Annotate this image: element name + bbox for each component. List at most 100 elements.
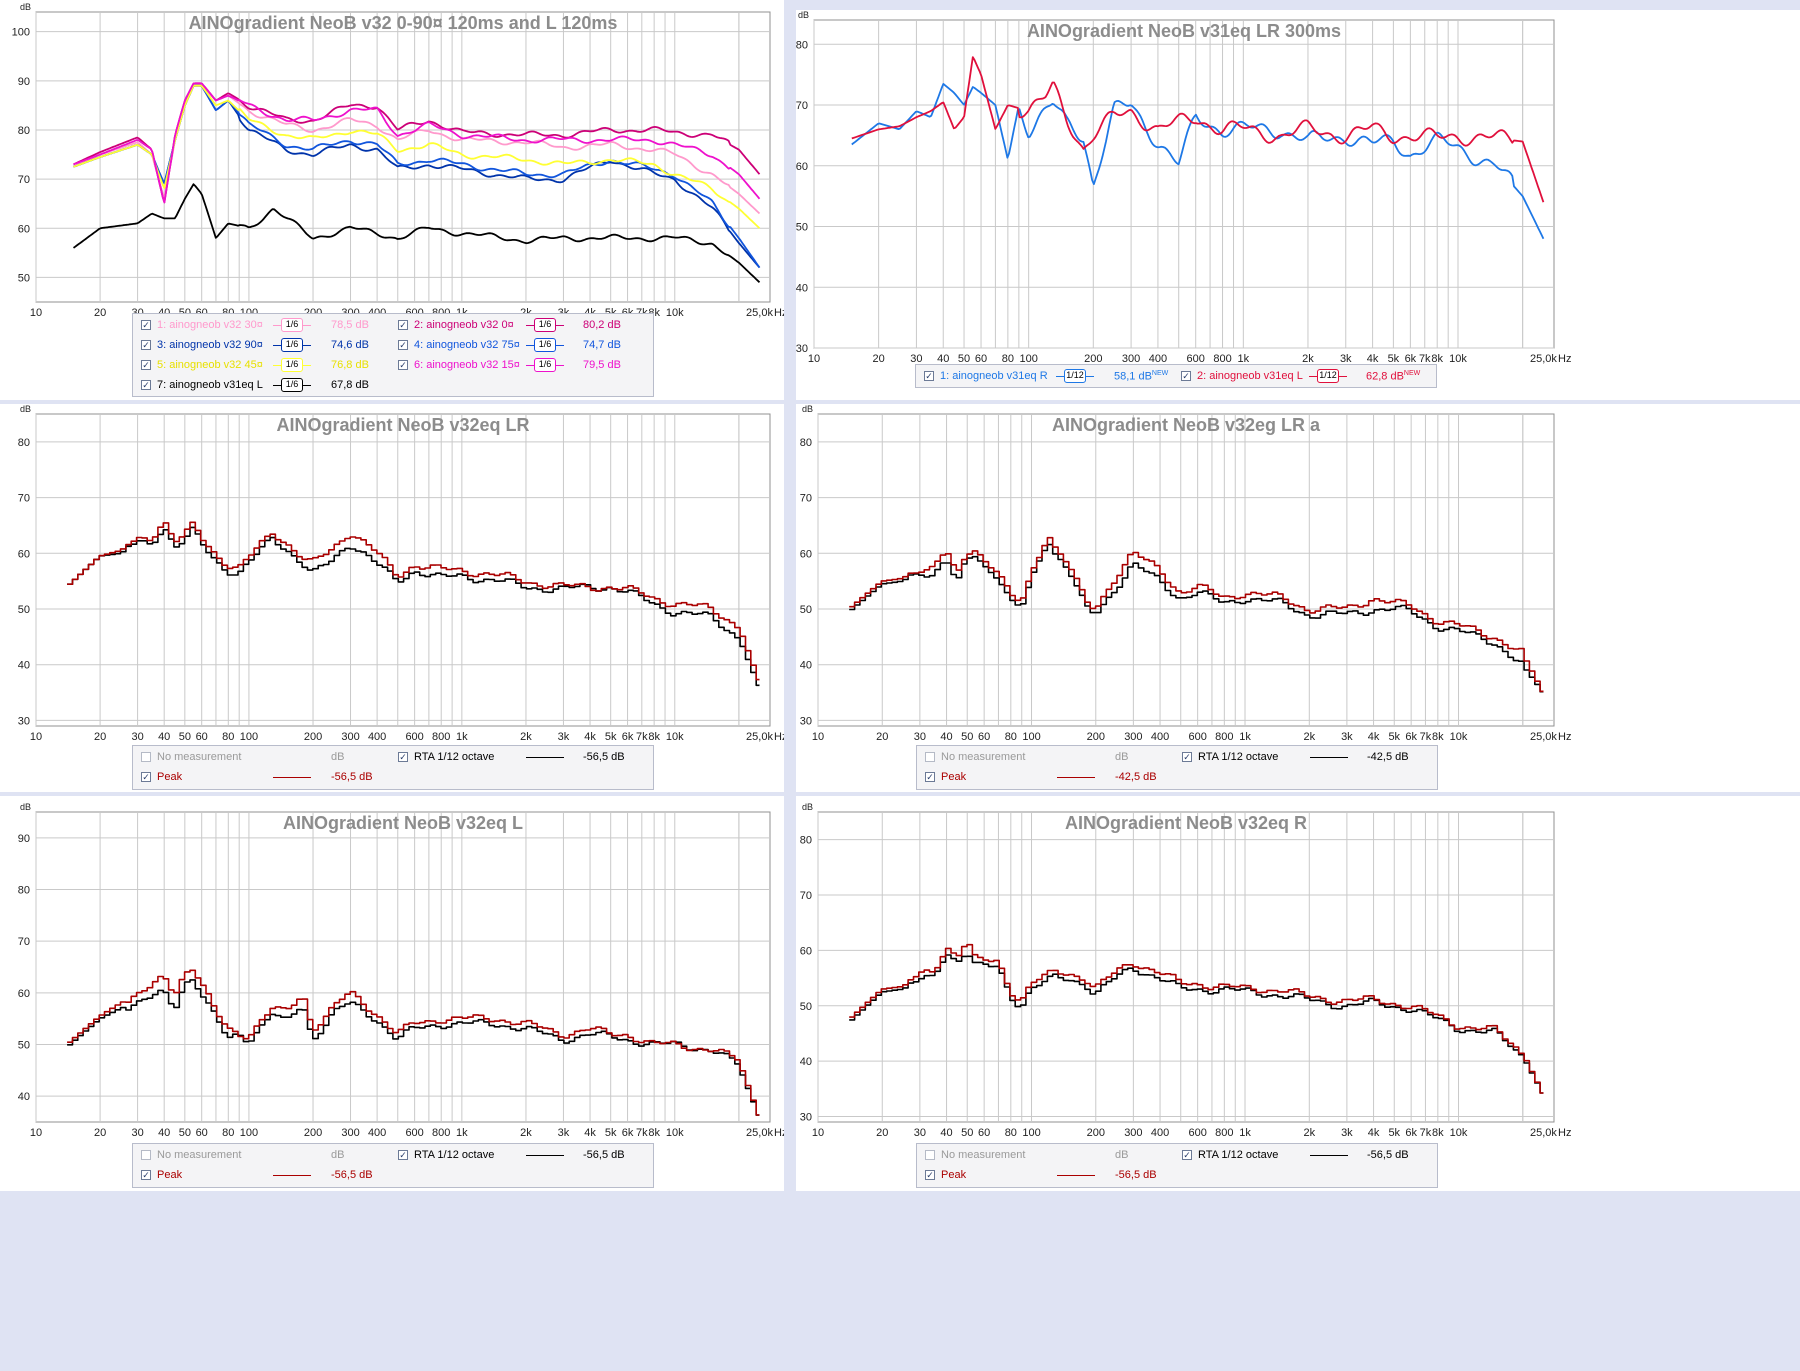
legend-value-text: 67,8 dB xyxy=(331,379,369,391)
y-tick-label: 50 xyxy=(800,1001,812,1013)
legend-item[interactable]: ✓ No measurement dB xyxy=(925,1147,1175,1165)
legend-item[interactable]: ✓ 1: ainogneob v31eq R 1/12 58,1 dBNEW xyxy=(924,368,1174,386)
legend-value: -56,5 dB xyxy=(331,1169,373,1181)
legend-item[interactable]: ✓ RTA 1/12 octave -56,5 dB xyxy=(398,749,648,767)
smoothing-badge: 1/12 xyxy=(1064,369,1086,383)
x-tick-label: 200 xyxy=(1087,731,1105,743)
legend-value-text: 58,1 dB xyxy=(1114,370,1152,383)
legend-checkbox[interactable]: ✓ xyxy=(925,1170,935,1180)
legend-checkbox[interactable]: ✓ xyxy=(141,772,151,782)
x-tick-label: 1k xyxy=(1239,731,1251,743)
x-tick-label: 10 xyxy=(812,1127,824,1139)
legend-item[interactable]: ✓ 4: ainogneob v32 75¤ 1/6 74,7 dB xyxy=(398,337,648,355)
x-tick-label: 10 xyxy=(30,1127,42,1139)
legend-checkbox[interactable]: ✓ xyxy=(141,340,151,350)
x-tick-label: 5k xyxy=(605,1127,617,1139)
legend-value-text: 79,5 dB xyxy=(583,359,621,371)
legend-item[interactable]: ✓ Peak -56,5 dB xyxy=(141,769,391,787)
chart-panel-3: 30 40 50 60 70 80 dB 10 20 30 40 50 60 80 100 200 300 400… xyxy=(0,404,784,792)
chart-panel-4: 30 40 50 60 70 80 dB 10 20 30 40 50 60 80 100 200 300 400… xyxy=(796,404,1800,792)
legend-value: 62,8 dBNEW xyxy=(1366,370,1420,383)
y-tick-label: 70 xyxy=(18,493,30,505)
legend-checkbox[interactable]: ✓ xyxy=(141,360,151,370)
x-tick-label: 50 xyxy=(179,1127,191,1139)
legend-item[interactable]: ✓ 2: ainogneob v32 0¤ 1/6 80,2 dB xyxy=(398,317,648,335)
x-tick-label: 3k xyxy=(558,1127,570,1139)
x-tick-label: 60 xyxy=(975,353,987,365)
legend-item[interactable]: ✓ 7: ainogneob v31eq L 1/6 67,8 dB xyxy=(141,377,391,395)
y-axis-label: dB xyxy=(798,10,809,20)
x-tick-label: 3k xyxy=(1340,353,1352,365)
legend-item[interactable]: ✓ 1: ainogneob v32 30¤ 1/6 78,5 dB xyxy=(141,317,391,335)
legend-checkbox[interactable]: ✓ xyxy=(141,380,151,390)
legend-item[interactable]: ✓ Peak -42,5 dB xyxy=(925,769,1175,787)
legend-item[interactable]: ✓ Peak -56,5 dB xyxy=(141,1167,391,1185)
legend-item[interactable]: ✓ 6: ainogneob v32 15¤ 1/6 79,5 dB xyxy=(398,357,648,375)
legend-item[interactable]: ✓ RTA 1/12 octave -56,5 dB xyxy=(398,1147,648,1165)
x-tick-label: 25,0k xyxy=(1530,353,1557,365)
legend-checkbox[interactable]: ✓ xyxy=(1182,752,1192,762)
x-tick-label: 20 xyxy=(872,353,884,365)
y-tick-label: 50 xyxy=(18,272,30,284)
x-tick-label: 8k xyxy=(648,731,660,743)
legend-item[interactable]: ✓ No measurement dB xyxy=(925,749,1175,767)
y-tick-label: 60 xyxy=(796,161,808,173)
legend-checkbox[interactable]: ✓ xyxy=(1181,371,1191,381)
x-tick-label: 10k xyxy=(1449,353,1467,365)
legend-checkbox[interactable]: ✓ xyxy=(925,752,935,762)
legend-checkbox[interactable]: ✓ xyxy=(141,752,151,762)
legend-value: 67,8 dB xyxy=(331,379,369,391)
x-tick-label: 3k xyxy=(1341,731,1353,743)
x-tick-label: 25,0k xyxy=(746,731,773,743)
x-tick-label: 7k xyxy=(636,1127,648,1139)
legend-checkbox[interactable]: ✓ xyxy=(398,340,408,350)
x-axis-unit: Hz xyxy=(774,731,784,743)
legend-item[interactable]: ✓ No measurement dB xyxy=(141,1147,391,1165)
legend-checkbox[interactable]: ✓ xyxy=(141,1150,151,1160)
legend-checkbox[interactable]: ✓ xyxy=(398,360,408,370)
legend-name: Peak xyxy=(157,771,183,783)
legend-checkbox[interactable]: ✓ xyxy=(141,1170,151,1180)
legend-item[interactable]: ✓ RTA 1/12 octave -56,5 dB xyxy=(1182,1147,1432,1165)
legend-checkbox[interactable]: ✓ xyxy=(924,371,934,381)
x-tick-label: 80 xyxy=(1005,731,1017,743)
legend-name: 3: ainogneob v32 90¤ xyxy=(157,339,263,351)
y-tick-label: 40 xyxy=(18,1091,30,1103)
legend-value-text: -56,5 dB xyxy=(331,1169,373,1181)
legend-checkbox[interactable]: ✓ xyxy=(398,752,408,762)
x-tick-label: 40 xyxy=(158,1127,170,1139)
x-tick-label: 2k xyxy=(1302,353,1314,365)
legend-checkbox[interactable]: ✓ xyxy=(398,320,408,330)
series-line-2 xyxy=(849,536,1544,693)
legend-value: dB xyxy=(1115,751,1128,763)
legend-checkbox[interactable]: ✓ xyxy=(925,1150,935,1160)
legend-name: Peak xyxy=(941,771,967,783)
legend-checkbox[interactable]: ✓ xyxy=(925,772,935,782)
y-tick-label: 30 xyxy=(18,715,30,727)
y-tick-label: 60 xyxy=(800,945,812,957)
legend-item[interactable]: ✓ RTA 1/12 octave -42,5 dB xyxy=(1182,749,1432,767)
plot-frame xyxy=(35,413,771,727)
x-tick-label: 80 xyxy=(222,731,234,743)
legend-checkbox[interactable]: ✓ xyxy=(141,320,151,330)
smoothing-badge: 1/6 xyxy=(281,338,303,352)
chart-svg: 30 40 50 60 70 80 dB 10 20 30 40 50 60 80 100 200 300 400… xyxy=(800,802,1572,1139)
chart-svg: 30 40 50 60 70 80 dB 10 20 30 40 50 60 80 100 200 300 400… xyxy=(800,404,1572,743)
legend-item[interactable]: ✓ 3: ainogneob v32 90¤ 1/6 74,6 dB xyxy=(141,337,391,355)
legend-item[interactable]: ✓ No measurement dB xyxy=(141,749,391,767)
legend-value: -56,5 dB xyxy=(1367,1149,1409,1161)
y-axis-label: dB xyxy=(20,404,31,414)
series-line-1 xyxy=(849,543,1544,693)
legend-item[interactable]: ✓ 2: ainogneob v31eq L 1/12 62,8 dBNEW xyxy=(1181,368,1431,386)
legend-name: Peak xyxy=(941,1169,967,1181)
x-tick-label: 20 xyxy=(94,307,106,319)
x-tick-label: 30 xyxy=(131,731,143,743)
legend-checkbox[interactable]: ✓ xyxy=(398,1150,408,1160)
y-tick-label: 70 xyxy=(18,174,30,186)
legend-item[interactable]: ✓ 5: ainogneob v32 45¤ 1/6 76,8 dB xyxy=(141,357,391,375)
legend-item[interactable]: ✓ Peak -56,5 dB xyxy=(925,1167,1175,1185)
x-tick-label: 1k xyxy=(1239,1127,1251,1139)
legend-new-badge: NEW xyxy=(1403,370,1421,377)
legend-checkbox[interactable]: ✓ xyxy=(1182,1150,1192,1160)
legend-value: 76,8 dB xyxy=(331,359,369,371)
